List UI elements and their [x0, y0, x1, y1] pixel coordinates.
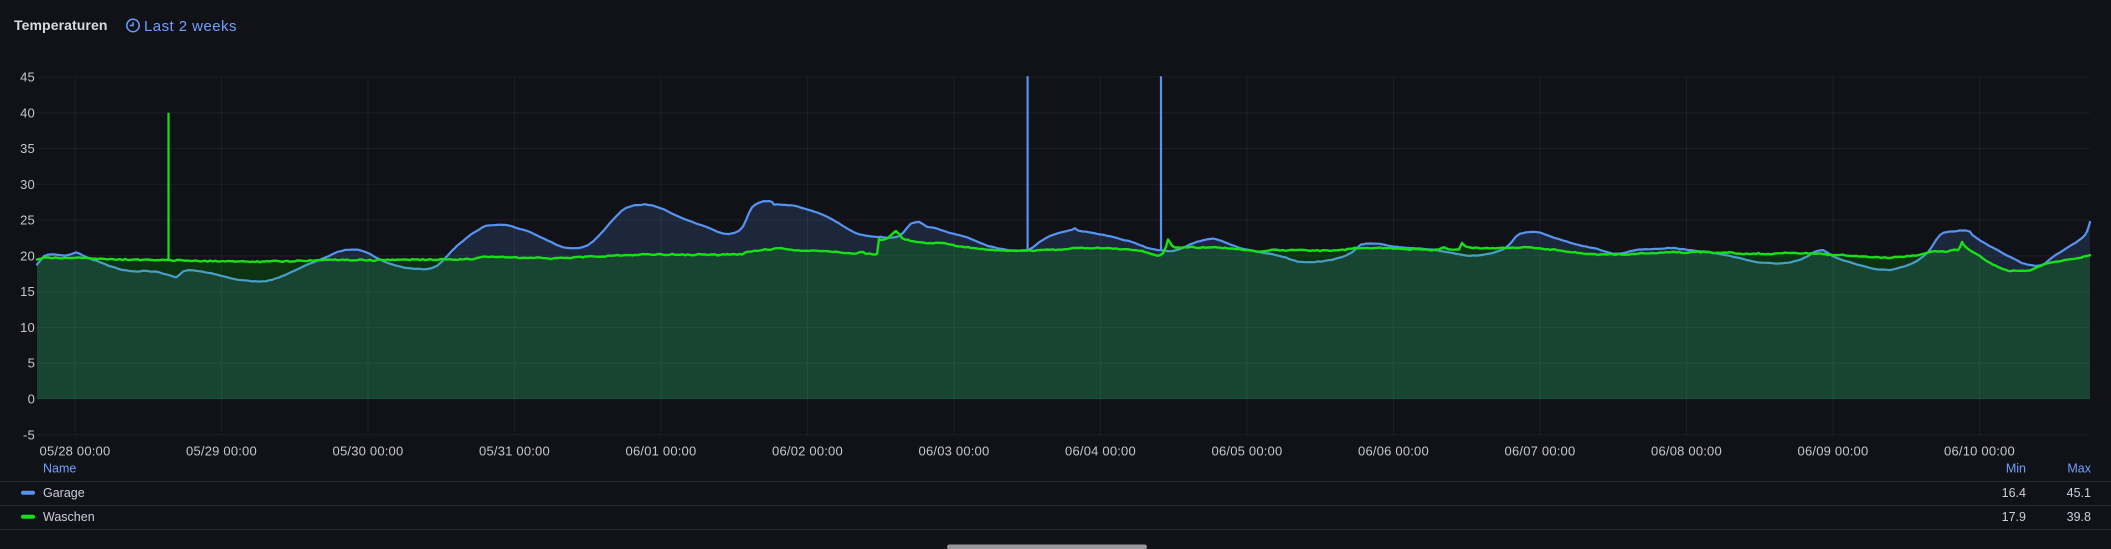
svg-text:06/01 00:00: 06/01 00:00 [626, 444, 697, 459]
svg-text:06/02 00:00: 06/02 00:00 [772, 444, 843, 459]
svg-text:Garage: Garage [43, 486, 85, 500]
svg-text:39.8: 39.8 [2067, 510, 2091, 524]
svg-text:0: 0 [28, 392, 35, 407]
svg-text:05/31 00:00: 05/31 00:00 [479, 444, 550, 459]
svg-text:06/10 00:00: 06/10 00:00 [1944, 444, 2015, 459]
svg-text:06/09 00:00: 06/09 00:00 [1798, 444, 1869, 459]
svg-text:10: 10 [20, 320, 35, 335]
svg-text:17.9: 17.9 [2002, 510, 2026, 524]
svg-text:30: 30 [20, 177, 35, 192]
svg-text:Max: Max [2067, 462, 2091, 476]
svg-text:05/30 00:00: 05/30 00:00 [333, 444, 404, 459]
svg-text:-5: -5 [23, 427, 35, 442]
svg-text:06/06 00:00: 06/06 00:00 [1358, 444, 1429, 459]
svg-text:40: 40 [20, 105, 35, 120]
svg-text:Min: Min [2006, 462, 2026, 476]
svg-text:45.1: 45.1 [2067, 486, 2091, 500]
svg-text:05/29 00:00: 05/29 00:00 [186, 444, 257, 459]
svg-text:06/05 00:00: 06/05 00:00 [1212, 444, 1283, 459]
svg-text:16.4: 16.4 [2002, 486, 2026, 500]
svg-text:06/08 00:00: 06/08 00:00 [1651, 444, 1722, 459]
svg-text:35: 35 [20, 141, 35, 156]
svg-text:25: 25 [20, 213, 35, 228]
svg-text:06/04 00:00: 06/04 00:00 [1065, 444, 1136, 459]
svg-text:45: 45 [20, 70, 35, 85]
svg-text:06/03 00:00: 06/03 00:00 [919, 444, 990, 459]
svg-text:06/07 00:00: 06/07 00:00 [1505, 444, 1576, 459]
svg-text:05/28 00:00: 05/28 00:00 [40, 444, 111, 459]
svg-text:Name: Name [43, 462, 76, 476]
svg-text:5: 5 [28, 356, 35, 371]
svg-text:20: 20 [20, 248, 35, 263]
svg-text:15: 15 [20, 284, 35, 299]
svg-text:Waschen: Waschen [43, 510, 95, 524]
